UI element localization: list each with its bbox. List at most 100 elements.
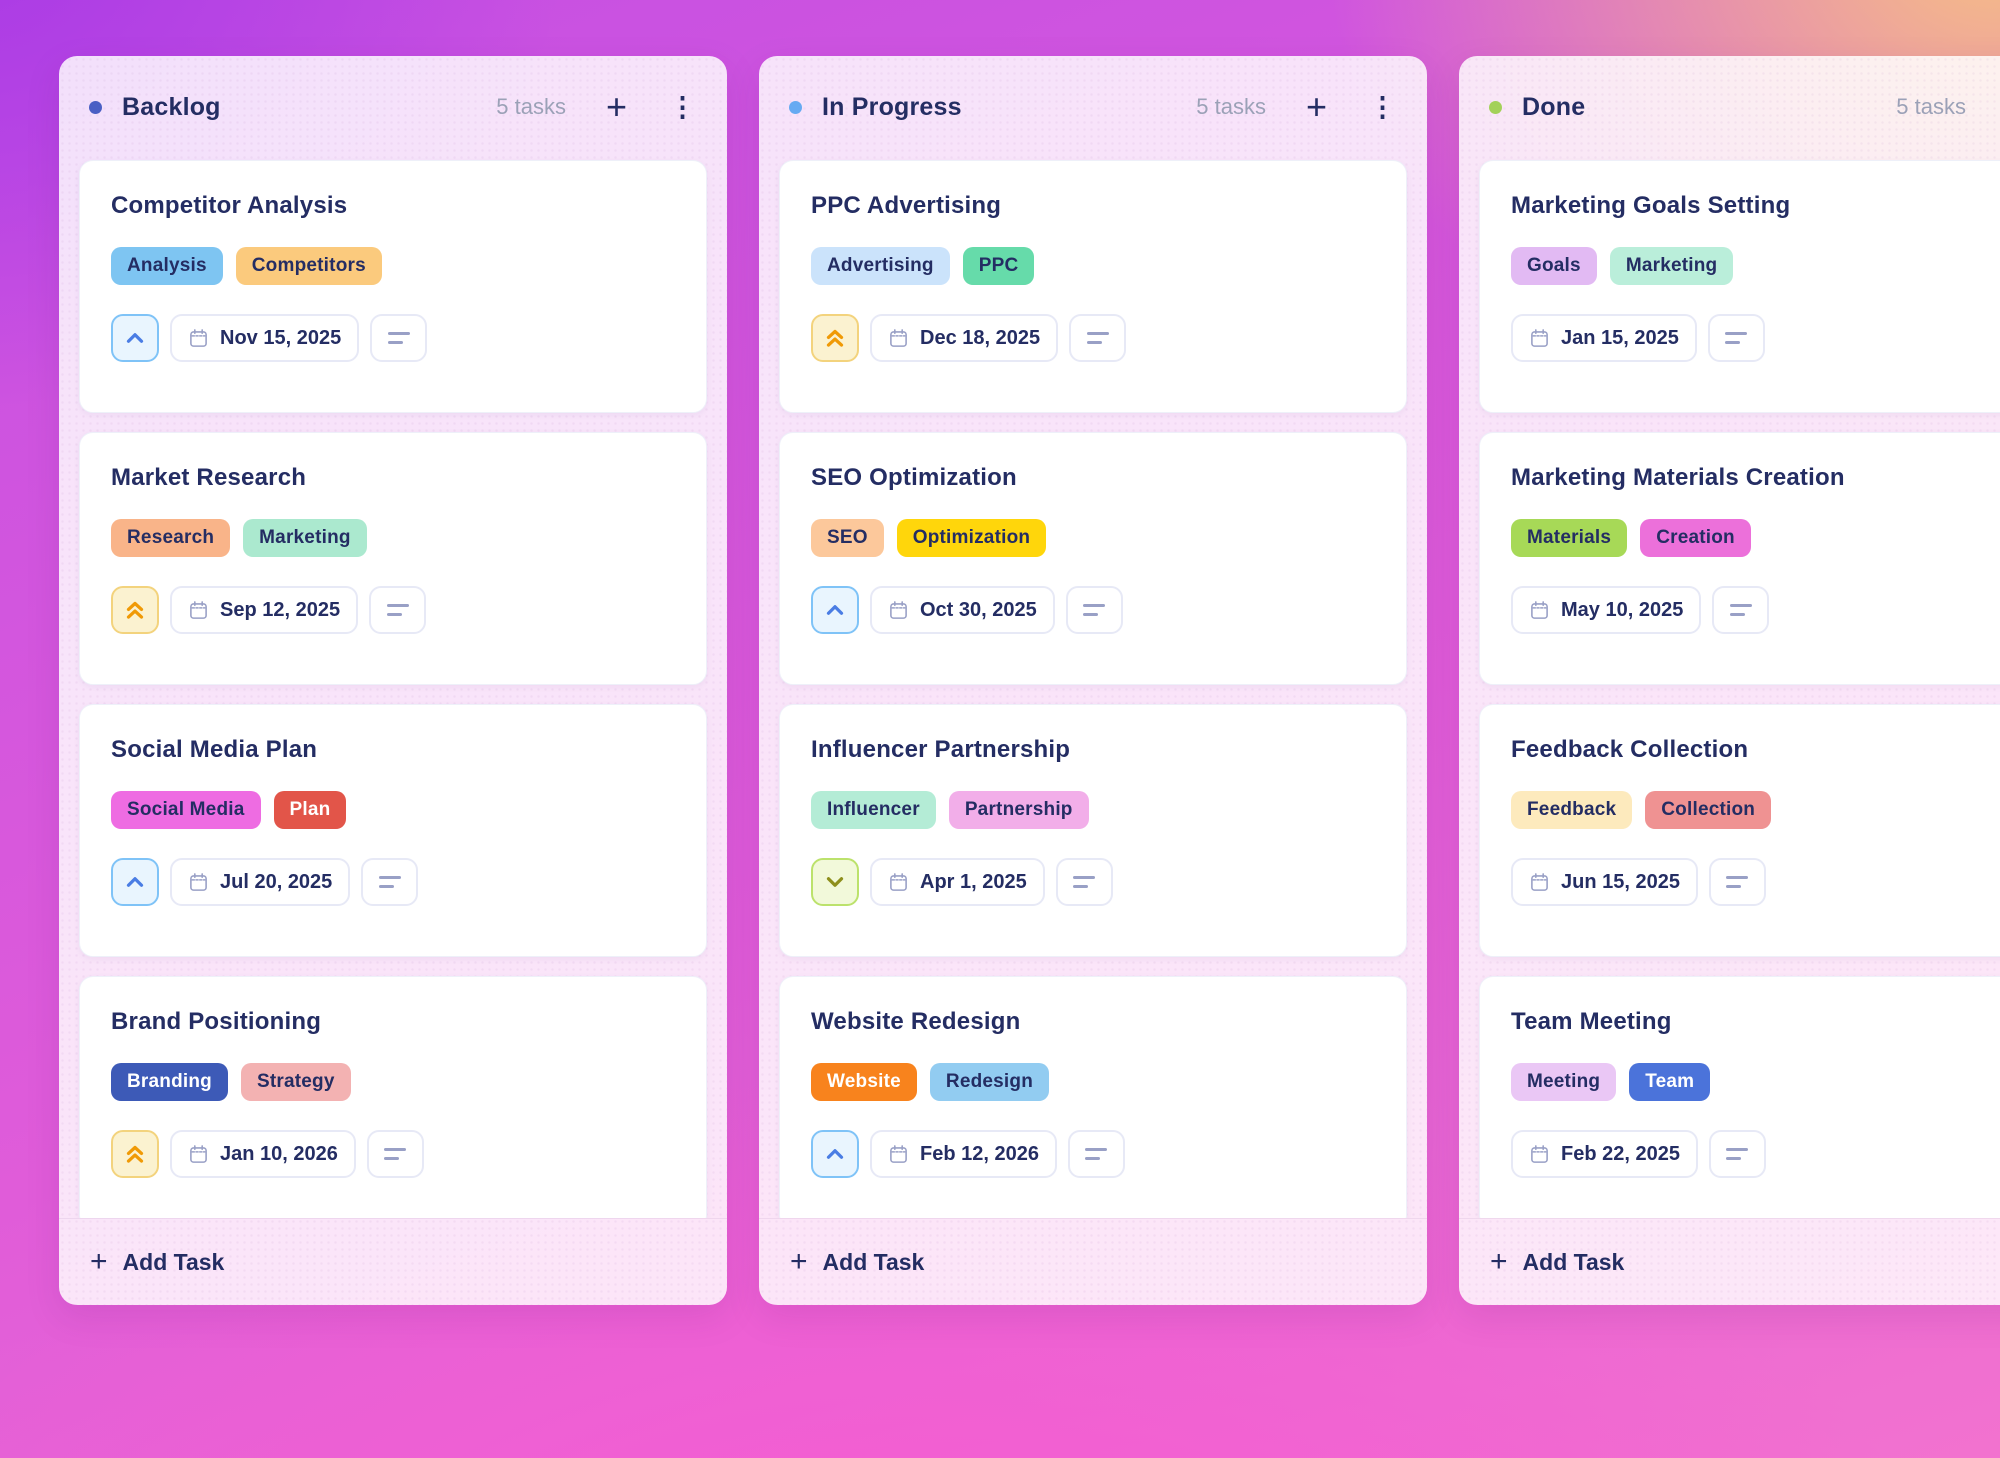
tag: Competitors <box>235 247 382 285</box>
tag-list: Influencer Partnership <box>811 791 1375 829</box>
task-card[interactable]: PPC Advertising Advertising PPC Dec 18, … <box>779 160 1407 413</box>
priority-button[interactable] <box>811 1130 859 1178</box>
task-card[interactable]: Influencer Partnership Influencer Partne… <box>779 704 1407 957</box>
card-title: PPC Advertising <box>811 192 1002 219</box>
notes-button[interactable] <box>1707 314 1765 362</box>
due-date-chip[interactable]: Feb 22, 2025 <box>1511 1130 1698 1178</box>
column-header: In Progress 5 tasks + ⋮ <box>759 56 1427 158</box>
notes-button[interactable] <box>1708 1130 1766 1178</box>
column-footer: + Add Task <box>59 1218 727 1305</box>
task-card[interactable]: Marketing Goals Setting Goals Marketing … <box>1479 160 2000 413</box>
plus-icon: + <box>1490 1245 1508 1278</box>
notes-icon <box>1085 1148 1108 1160</box>
notes-button[interactable] <box>370 314 428 362</box>
add-task-button[interactable]: + Add Task <box>790 1247 924 1277</box>
calendar-icon <box>1531 1144 1548 1163</box>
calendar-icon <box>1531 328 1548 347</box>
add-card-button[interactable]: + <box>1306 89 1327 125</box>
tag: Redesign <box>929 1063 1050 1101</box>
column-footer: + Add Task <box>759 1218 1427 1305</box>
due-date-label: Jan 10, 2026 <box>220 1142 338 1165</box>
due-date-chip[interactable]: Jul 20, 2025 <box>170 858 351 906</box>
priority-button[interactable] <box>111 586 159 634</box>
task-card[interactable]: Website Redesign Website Redesign Feb 12… <box>779 976 1407 1218</box>
task-card[interactable]: Feedback Collection Feedback Collection … <box>1479 704 2000 957</box>
task-card[interactable]: Market Research Research Marketing Sep 1… <box>79 432 707 685</box>
tag-list: Website Redesign <box>811 1063 1375 1101</box>
tag: Feedback <box>1511 791 1633 829</box>
priority-button[interactable] <box>111 858 159 906</box>
due-date-chip[interactable]: Apr 1, 2025 <box>870 858 1045 906</box>
priority-button[interactable] <box>111 1130 159 1178</box>
task-card[interactable]: SEO Optimization SEO Optimization Oct 30… <box>779 432 1407 685</box>
plus-icon: + <box>90 1245 108 1278</box>
add-task-label: Add Task <box>822 1248 925 1275</box>
add-task-button[interactable]: + Add Task <box>90 1247 224 1277</box>
tag: Collection <box>1645 791 1772 829</box>
card-title: Team Meeting <box>1511 1008 1672 1035</box>
tag-list: Feedback Collection <box>1511 791 2000 829</box>
notes-button[interactable] <box>361 858 419 906</box>
due-date-label: Jun 15, 2025 <box>1561 870 1680 893</box>
cards-list: Marketing Goals Setting Goals Marketing … <box>1459 158 2000 1218</box>
tag: Marketing <box>243 519 367 557</box>
calendar-icon <box>190 600 207 619</box>
due-date-chip[interactable]: May 10, 2025 <box>1511 586 1702 634</box>
calendar-icon <box>890 872 907 891</box>
task-card[interactable]: Brand Positioning Branding Strategy Jan … <box>79 976 707 1218</box>
notes-button[interactable] <box>1069 314 1127 362</box>
notes-button[interactable] <box>1708 858 1766 906</box>
tag: Meeting <box>1511 1063 1617 1101</box>
due-date-chip[interactable]: Jun 15, 2025 <box>1511 858 1698 906</box>
chevron-up-icon <box>126 877 144 887</box>
priority-button[interactable] <box>811 314 859 362</box>
tag: SEO <box>811 519 884 557</box>
due-date-chip[interactable]: Sep 12, 2025 <box>170 586 359 634</box>
priority-button[interactable] <box>111 314 159 362</box>
task-card[interactable]: Social Media Plan Social Media Plan Jul … <box>79 704 707 957</box>
notes-icon <box>378 876 401 888</box>
card-title: SEO Optimization <box>811 464 1017 491</box>
add-task-button[interactable]: + Add Task <box>1490 1247 1624 1277</box>
card-title: Marketing Goals Setting <box>1511 192 1791 219</box>
task-card[interactable]: Marketing Materials Creation Materials C… <box>1479 432 2000 685</box>
notes-button[interactable] <box>1067 1130 1125 1178</box>
due-date-chip[interactable]: Nov 15, 2025 <box>170 314 360 362</box>
tag: Advertising <box>811 247 950 285</box>
card-meta-row: Jan 10, 2026 <box>111 1130 675 1178</box>
chevron-up-icon <box>126 333 144 343</box>
priority-button[interactable] <box>811 586 859 634</box>
notes-button[interactable] <box>366 1130 424 1178</box>
card-meta-row: Jan 15, 2025 <box>1511 314 2000 362</box>
notes-button[interactable] <box>369 586 427 634</box>
notes-icon <box>1726 876 1749 888</box>
tag: Research <box>111 519 231 557</box>
calendar-icon <box>1531 600 1548 619</box>
column-done: Done 5 tasks + ⋮ Marketing Goals Setting… <box>1459 56 2000 1305</box>
board: Backlog 5 tasks + ⋮ Competitor Analysis … <box>59 56 2000 1305</box>
due-date-label: Feb 12, 2026 <box>920 1142 1039 1165</box>
add-card-button[interactable]: + <box>606 89 627 125</box>
due-date-chip[interactable]: Oct 30, 2025 <box>870 586 1055 634</box>
column-menu-button[interactable]: ⋮ <box>669 93 697 121</box>
due-date-chip[interactable]: Feb 12, 2026 <box>870 1130 1057 1178</box>
task-card[interactable]: Team Meeting Meeting Team Feb 22, 2025 <box>1479 976 2000 1218</box>
due-date-chip[interactable]: Jan 15, 2025 <box>1511 314 1697 362</box>
notes-button[interactable] <box>1065 586 1123 634</box>
task-card[interactable]: Competitor Analysis Analysis Competitors… <box>79 160 707 413</box>
status-dot <box>1489 100 1502 114</box>
column-header: Done 5 tasks + ⋮ <box>1459 56 2000 158</box>
tag-list: Social Media Plan <box>111 791 675 829</box>
add-task-label: Add Task <box>1522 1248 1625 1275</box>
priority-button[interactable] <box>811 858 859 906</box>
kebab-menu-icon: ⋮ <box>1369 91 1397 122</box>
column-menu-button[interactable]: ⋮ <box>1369 91 1397 122</box>
notes-button[interactable] <box>1055 858 1113 906</box>
due-date-chip[interactable]: Jan 10, 2026 <box>170 1130 356 1178</box>
tag: Plan <box>273 791 347 829</box>
task-count: 5 tasks <box>1196 94 1266 119</box>
column-backlog: Backlog 5 tasks + ⋮ Competitor Analysis … <box>59 56 727 1305</box>
tag: Team <box>1629 1063 1711 1101</box>
notes-button[interactable] <box>1712 586 1770 634</box>
due-date-chip[interactable]: Dec 18, 2025 <box>870 314 1059 362</box>
